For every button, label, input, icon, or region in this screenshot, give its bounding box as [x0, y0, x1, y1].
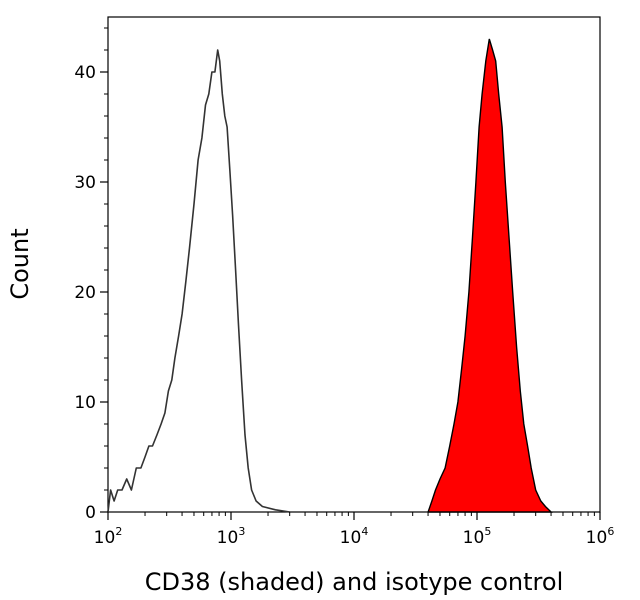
x-axis-title: CD38 (shaded) and isotype control [145, 568, 564, 596]
y-tick-label: 40 [74, 63, 96, 83]
series-layer [107, 38, 553, 513]
x-tick-label: 103 [217, 525, 246, 548]
isotype-control-histogram [107, 49, 290, 513]
x-tick-label: 102 [94, 525, 123, 548]
y-axis-title: Count [6, 228, 34, 299]
cd38-shaded-histogram [427, 38, 553, 513]
axis-layer: 102 103 104 105 106 0 10 20 30 40 [74, 27, 615, 548]
x-tick-label: 104 [340, 525, 369, 548]
x-tick-label: 105 [463, 525, 492, 548]
x-tick-label: 106 [586, 525, 615, 548]
y-tick-label: 20 [74, 283, 96, 303]
y-tick-label: 0 [85, 503, 96, 523]
y-tick-label: 10 [74, 393, 96, 413]
y-tick-label: 30 [74, 173, 96, 193]
